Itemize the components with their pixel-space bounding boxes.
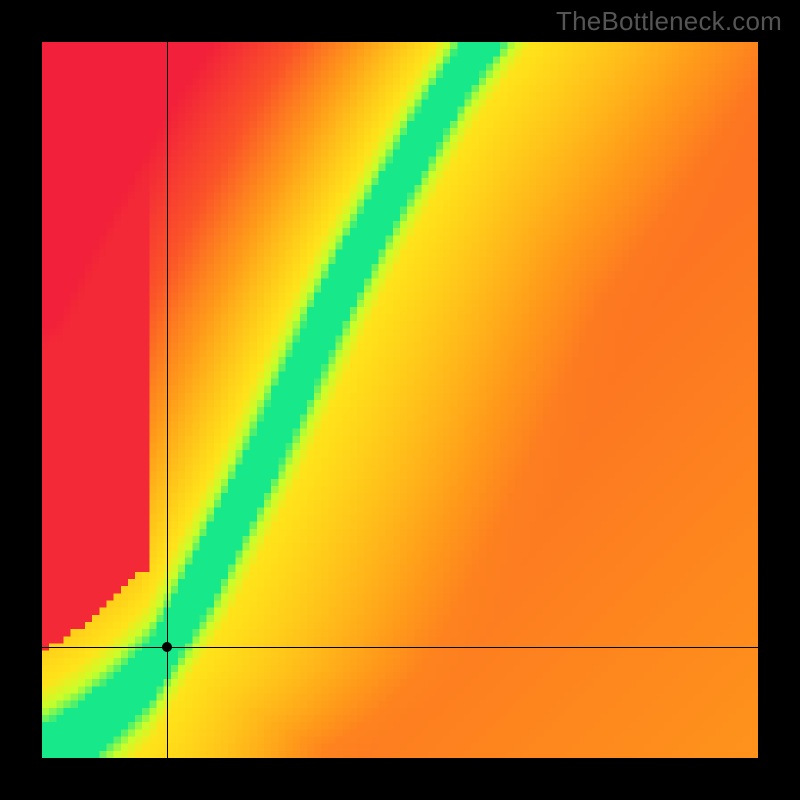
crosshair-horizontal xyxy=(42,647,758,648)
heatmap-canvas xyxy=(42,42,758,758)
marker-point xyxy=(162,642,172,652)
watermark-label: TheBottleneck.com xyxy=(556,6,782,37)
chart-container: TheBottleneck.com xyxy=(0,0,800,800)
